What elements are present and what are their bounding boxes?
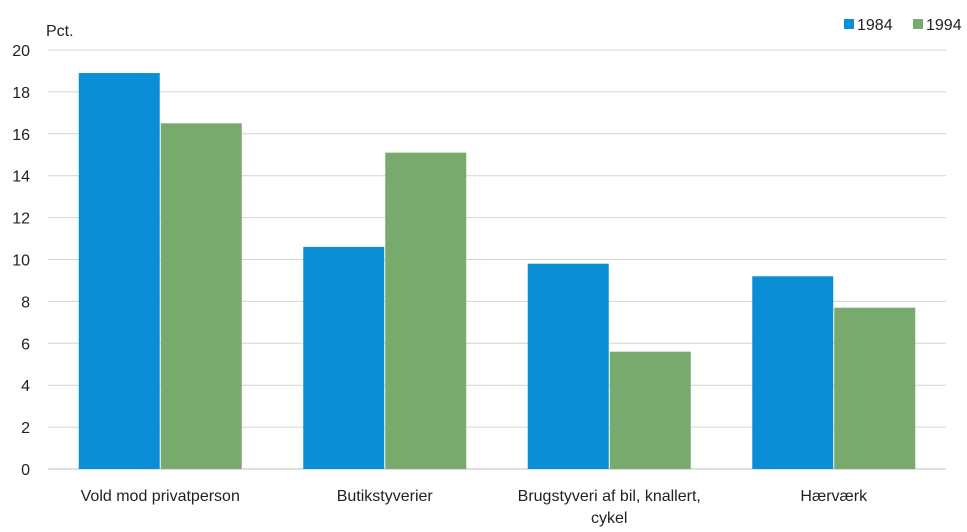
bar-1984 xyxy=(752,276,834,469)
y-tick-label: 12 xyxy=(12,211,30,228)
y-tick-label: 0 xyxy=(21,462,30,479)
y-tick-label: 8 xyxy=(21,294,30,311)
y-tick-label: 6 xyxy=(21,336,30,353)
x-axis-labels: Vold mod privatperson Butikstyverier Brugs… xyxy=(81,488,868,527)
y-tick-label: 16 xyxy=(12,127,30,144)
legend-label: 1984 xyxy=(857,17,893,34)
y-tick-label: 2 xyxy=(21,420,30,437)
bar-1984 xyxy=(78,73,160,470)
x-category-label: Vold mod privatperson xyxy=(81,488,240,505)
y-axis-ticks: 0 2 4 6 8 10 12 14 16 18 20 xyxy=(12,43,30,479)
x-category-label: Butikstyverier xyxy=(337,488,434,505)
bar-1994 xyxy=(160,123,242,469)
y-tick-label: 18 xyxy=(12,85,30,102)
bar-1984 xyxy=(527,263,609,469)
bar-1994 xyxy=(609,351,691,469)
x-category-label: Brugstyveri af bil, knallert, cykel xyxy=(518,488,701,527)
y-tick-label: 14 xyxy=(12,169,30,186)
y-tick-label: 10 xyxy=(12,253,30,270)
y-unit-label: Pct. xyxy=(46,23,74,40)
bars xyxy=(78,73,916,470)
y-tick-label: 4 xyxy=(21,378,30,395)
legend-label: 1994 xyxy=(926,17,962,34)
bar-1994 xyxy=(385,152,467,469)
bar-1994 xyxy=(834,307,916,469)
legend-swatch xyxy=(844,19,854,29)
legend-swatch xyxy=(913,19,923,29)
legend: 1984 1994 xyxy=(844,17,962,34)
x-category-label: Hærværk xyxy=(800,488,868,505)
bar-1984 xyxy=(303,246,385,469)
y-tick-label: 20 xyxy=(12,43,30,60)
